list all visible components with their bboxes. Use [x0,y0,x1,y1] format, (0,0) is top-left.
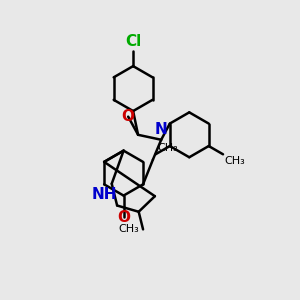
Text: CH₃: CH₃ [118,224,139,234]
Text: CH₃: CH₃ [225,156,245,166]
Text: Cl: Cl [125,34,141,49]
Text: O: O [117,209,130,224]
Text: O: O [122,109,135,124]
Text: CH₃: CH₃ [157,142,178,153]
Text: N: N [155,122,168,137]
Text: NH: NH [92,187,117,202]
